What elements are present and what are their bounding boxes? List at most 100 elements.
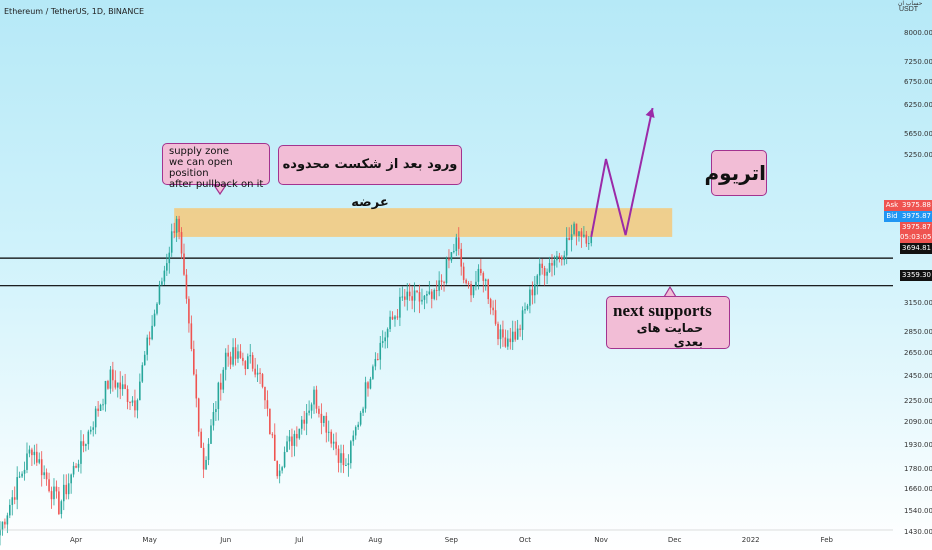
price-tick-label: 2850.00 bbox=[904, 328, 932, 337]
candle-body-down bbox=[273, 434, 276, 461]
candle-body-down bbox=[480, 268, 482, 274]
candle-body-up bbox=[163, 270, 166, 282]
candle-body-up bbox=[281, 467, 283, 471]
price-tick-label: 2650.00 bbox=[904, 349, 932, 358]
candle-body-up bbox=[26, 453, 28, 470]
candle-body-down bbox=[575, 223, 578, 237]
candle-body-down bbox=[36, 451, 38, 463]
candle-body-up bbox=[0, 529, 1, 536]
candle-body-down bbox=[190, 323, 193, 349]
candle-body-down bbox=[396, 316, 399, 318]
candle-body-down bbox=[107, 380, 109, 389]
drawings bbox=[212, 107, 678, 298]
candle-body-down bbox=[296, 433, 298, 439]
candle-body-down bbox=[325, 415, 328, 433]
next-supports-callout[interactable]: next supports حمایت های بعدی bbox=[606, 296, 730, 349]
candle-body-up bbox=[62, 484, 65, 502]
candle-body-up bbox=[212, 411, 215, 426]
time-tick-label: Oct bbox=[519, 536, 531, 544]
candle-body-up bbox=[161, 281, 163, 285]
candle-body-down bbox=[303, 419, 306, 424]
countdown-tag: 05:03:05 bbox=[900, 232, 932, 243]
candle-body-down bbox=[58, 491, 60, 515]
candle-body-up bbox=[359, 412, 362, 425]
last-price-tag: 3975.87 bbox=[900, 222, 932, 233]
candle-body-up bbox=[215, 409, 217, 412]
supply-zone-layer bbox=[174, 208, 673, 237]
candle-body-down bbox=[460, 248, 463, 267]
candle-body-down bbox=[129, 401, 131, 403]
candle-body-down bbox=[75, 465, 77, 468]
candle-body-down bbox=[504, 337, 507, 347]
candle-body-up bbox=[364, 382, 367, 409]
candle-body-down bbox=[254, 368, 256, 375]
ask-price-tag: 3975.88 bbox=[900, 200, 932, 211]
candle-body-down bbox=[315, 389, 318, 409]
candle-body-up bbox=[450, 252, 453, 261]
candle-body-down bbox=[148, 337, 151, 340]
candle-body-up bbox=[286, 441, 288, 452]
candle-body-down bbox=[514, 331, 516, 340]
candle-body-up bbox=[28, 449, 31, 454]
candle-body-up bbox=[80, 441, 82, 464]
price-tick-label: 5650.00 bbox=[904, 129, 932, 138]
candle-body-down bbox=[271, 434, 274, 436]
candle-body-up bbox=[327, 431, 330, 433]
candle-body-down bbox=[50, 491, 53, 500]
candle-body-down bbox=[193, 348, 195, 375]
supply-line-3: after pullback on it bbox=[169, 179, 264, 190]
candle-body-up bbox=[102, 404, 104, 406]
candle-body-up bbox=[92, 427, 95, 430]
candle-body-up bbox=[1, 521, 4, 530]
candle-body-up bbox=[232, 347, 234, 365]
candle-body-up bbox=[475, 281, 477, 287]
currency-label: USDT bbox=[899, 6, 919, 13]
candle-body-down bbox=[403, 296, 406, 300]
candle-body-up bbox=[350, 441, 352, 464]
candle-body-down bbox=[202, 447, 205, 470]
candle-body-down bbox=[342, 453, 345, 466]
candle-body-down bbox=[197, 398, 200, 432]
candle-body-up bbox=[323, 415, 325, 423]
candle-body-down bbox=[418, 292, 421, 302]
entry-after-breakout-callout[interactable]: ورود بعد از شکست محدوده عرضه bbox=[278, 145, 462, 210]
candle-body-up bbox=[168, 252, 171, 264]
candle-body-down bbox=[185, 274, 188, 299]
candle-body-up bbox=[256, 372, 259, 375]
candle-body-up bbox=[511, 331, 514, 343]
candle-body-up bbox=[89, 429, 92, 432]
candle-body-up bbox=[538, 263, 541, 276]
candle-body-down bbox=[4, 521, 6, 525]
candle-body-up bbox=[9, 504, 11, 516]
candle-body-up bbox=[389, 316, 391, 330]
candle-body-down bbox=[234, 347, 237, 359]
candle-body-down bbox=[492, 307, 494, 311]
candle-body-up bbox=[386, 329, 389, 338]
candle-body-down bbox=[509, 338, 512, 343]
candle-body-up bbox=[546, 271, 548, 276]
candle-body-up bbox=[43, 472, 45, 476]
candle-body-up bbox=[426, 294, 428, 296]
candle-body-up bbox=[310, 404, 313, 411]
candle-body-up bbox=[384, 337, 386, 342]
candle-body-up bbox=[60, 501, 63, 515]
ethereum-callout[interactable]: اتریوم bbox=[704, 150, 767, 196]
supply-zone-callout[interactable]: supply zone we can open position after p… bbox=[162, 143, 270, 190]
candle-body-up bbox=[563, 255, 566, 260]
candle-body-down bbox=[462, 266, 465, 280]
candle-body-down bbox=[124, 384, 126, 389]
time-tick-label: Jul bbox=[294, 536, 304, 544]
candle-body-up bbox=[16, 477, 18, 500]
candle-body-up bbox=[210, 425, 212, 444]
entry-text: ورود بعد از شکست محدوده عرضه bbox=[282, 157, 458, 210]
candle-body-down bbox=[261, 374, 264, 387]
bid-price-tag: 3975.87 bbox=[900, 211, 932, 222]
candle-body-up bbox=[445, 258, 448, 284]
next-supports-en: next supports bbox=[613, 301, 712, 320]
candle-body-down bbox=[195, 374, 198, 399]
candle-body-up bbox=[313, 389, 315, 405]
candle-body-down bbox=[487, 279, 490, 300]
candle-body-down bbox=[561, 257, 563, 260]
price-tick-label: 6250.00 bbox=[904, 100, 932, 109]
